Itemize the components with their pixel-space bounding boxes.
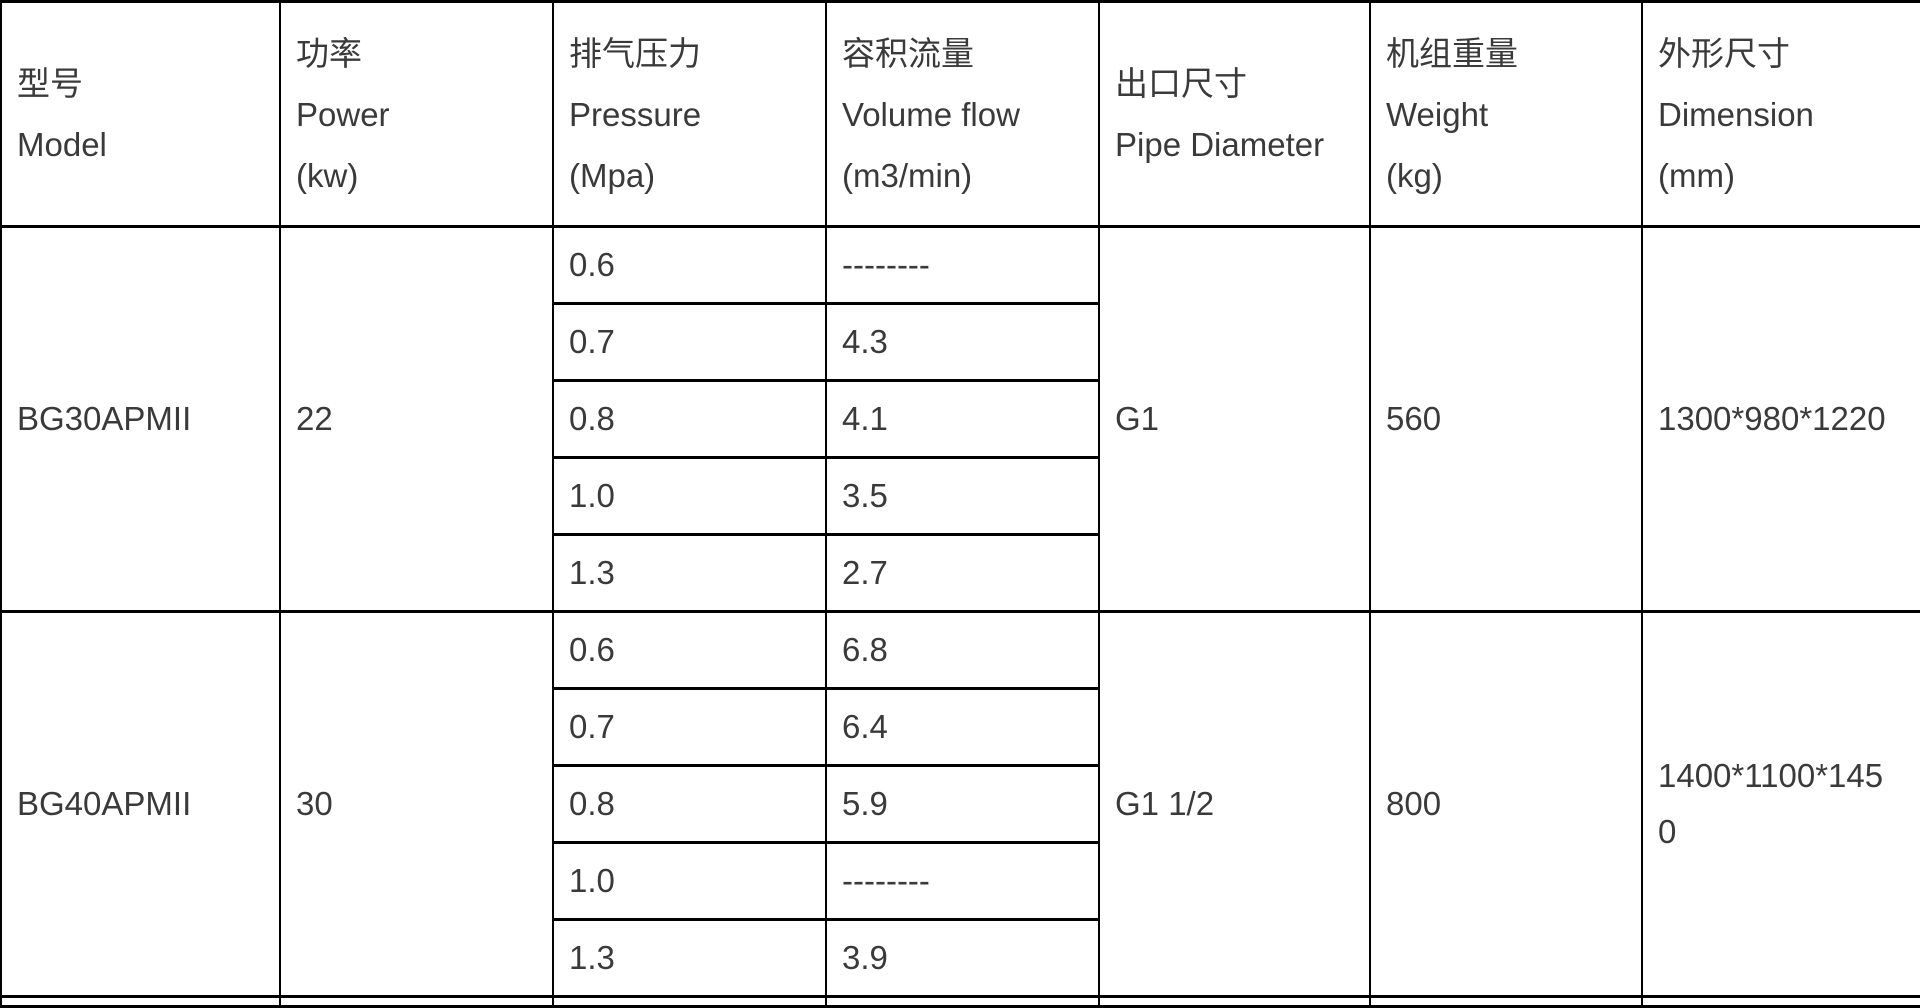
table-row: 1.0 3.5 (1, 456, 1920, 536)
flow-cell: 4.1 (825, 379, 1100, 459)
header-power-zh: 功率 (296, 34, 362, 72)
header-volume-flow-unit: (m3/min) (842, 156, 973, 194)
flow-cell: -------- (825, 225, 1100, 305)
pressure-cell: 0.7 (552, 687, 827, 767)
pressure-cell: 0.6 (552, 610, 827, 690)
flow-cell: 6.4 (825, 687, 1100, 767)
header-model-en: Model (17, 126, 107, 163)
header-pipe-diameter-zh: 出口尺寸 (1115, 65, 1247, 102)
flow-cell: 5.9 (825, 764, 1100, 844)
pressure-cell: 0.8 (552, 764, 827, 844)
flow-cell: 2.7 (825, 533, 1100, 613)
pressure-cell: 1.3 (552, 533, 827, 613)
flow-cell: -------- (825, 841, 1100, 921)
pressure-cell: 0.7 (552, 302, 827, 382)
weight-cell: 560 (1369, 225, 1643, 613)
cutoff-row (0, 995, 1920, 1008)
header-volume-flow-en: Volume flow (842, 95, 1020, 133)
cutoff-cell (1369, 995, 1643, 1008)
cutoff-cell (0, 995, 281, 1008)
header-dimension-unit: (mm) (1658, 156, 1735, 194)
table-row: BG40APMII 30 0.6 6.8 G1 1/2 800 1400*110… (0, 610, 1920, 998)
header-model-zh: 型号 (17, 65, 83, 102)
flow-cell: 4.3 (825, 302, 1100, 382)
header-weight-unit: (kg) (1386, 156, 1443, 194)
table-row: 0.8 5.9 (1, 764, 1920, 844)
table-row: 1.0 -------- (1, 841, 1920, 921)
pipe-diameter-cell: G1 (1098, 225, 1371, 613)
pressure-cell: 0.6 (552, 225, 827, 305)
header-cell-weight: 机组重量 Weight (kg) (1369, 0, 1643, 228)
flow-cell: 6.8 (825, 610, 1100, 690)
table-row: 0.7 6.4 (1, 687, 1920, 767)
header-weight-zh: 机组重量 (1386, 34, 1518, 72)
header-pipe-diameter-en: Pipe Diameter (1115, 126, 1325, 163)
header-pressure-unit: (Mpa) (569, 156, 656, 194)
power-cell: 22 (279, 225, 554, 613)
dimension-cell: 1300*980*1220 (1641, 225, 1920, 613)
header-cell-model: 型号 Model (0, 0, 281, 228)
cutoff-cell (552, 995, 827, 1008)
table-row: BG30APMII 22 0.6 -------- G1 560 1300*98… (0, 225, 1920, 613)
header-dimension-zh: 外形尺寸 (1658, 34, 1790, 72)
table-row: 1.3 3.9 (1, 918, 1920, 998)
header-pressure-en: Pressure (569, 95, 702, 133)
header-volume-flow-zh: 容积流量 (842, 34, 974, 72)
header-cell-dimension: 外形尺寸 Dimension (mm) (1641, 0, 1920, 228)
header-power-unit: (kw) (296, 156, 359, 194)
flow-cell: 3.5 (825, 456, 1100, 536)
pressure-cell: 0.8 (552, 379, 827, 459)
cutoff-cell (279, 995, 554, 1008)
cutoff-cell (1641, 995, 1920, 1008)
header-weight-en: Weight (1386, 95, 1489, 133)
header-power-en: Power (296, 95, 390, 133)
table-row: 0.7 4.3 (1, 302, 1920, 382)
header-cell-pipe-diameter: 出口尺寸 Pipe Diameter (1098, 0, 1371, 228)
table-row: 0.8 4.1 (1, 379, 1920, 459)
dimension-cell: 1400*1100*1450 (1641, 610, 1920, 998)
header-cell-power: 功率 Power (kw) (279, 0, 554, 228)
weight-cell: 800 (1369, 610, 1643, 998)
cutoff-cell (1098, 995, 1371, 1008)
header-dimension-en: Dimension (1658, 95, 1814, 133)
power-cell: 30 (279, 610, 554, 998)
pipe-diameter-cell: G1 1/2 (1098, 610, 1371, 998)
header-cell-volume-flow: 容积流量 Volume flow (m3/min) (825, 0, 1100, 228)
pressure-cell: 1.0 (552, 456, 827, 536)
model-cell: BG30APMII (0, 225, 281, 613)
pressure-cell: 1.0 (552, 841, 827, 921)
cutoff-cell (825, 995, 1100, 1008)
flow-cell: 3.9 (825, 918, 1100, 998)
header-pressure-zh: 排气压力 (569, 34, 701, 72)
model-cell: BG40APMII (0, 610, 281, 998)
header-cell-pressure: 排气压力 Pressure (Mpa) (552, 0, 827, 228)
pressure-cell: 1.3 (552, 918, 827, 998)
header-row: 型号 Model 功率 Power (kw) 排气压力 Pressure (Mp… (0, 0, 1920, 228)
table-row: 1.3 2.7 (1, 533, 1920, 613)
